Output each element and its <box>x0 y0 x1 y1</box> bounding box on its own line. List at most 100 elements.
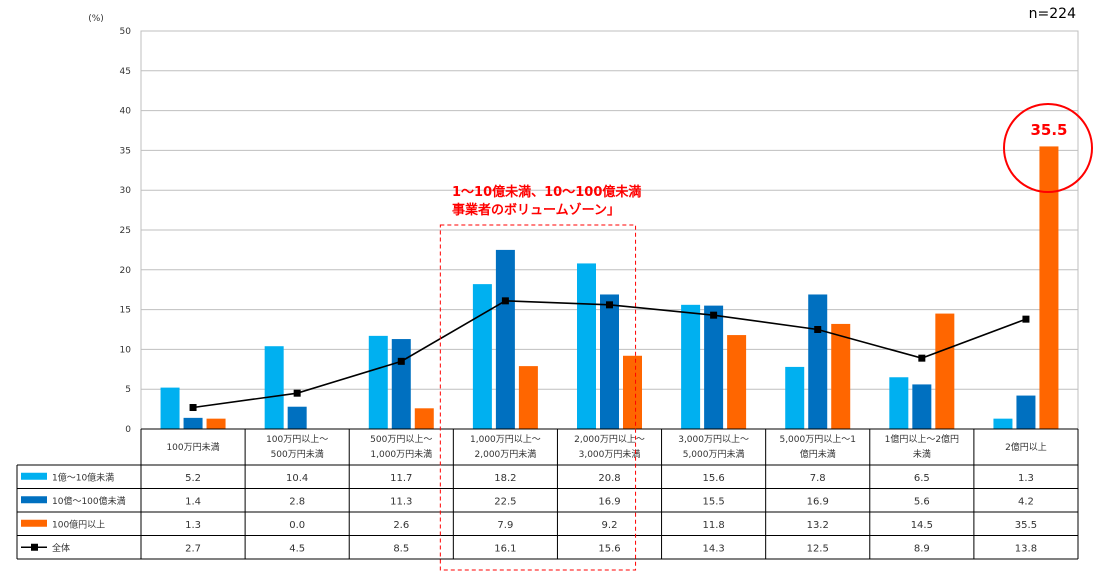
line-point <box>814 326 822 333</box>
x-tick-label: 1,000万円以上～ <box>470 434 541 445</box>
table-cell-value: 13.8 <box>1015 543 1037 554</box>
table-cell-value: 9.2 <box>602 520 618 531</box>
table-cell-value: 7.8 <box>810 473 826 484</box>
bar <box>889 377 909 429</box>
table-cell-value: 2.7 <box>185 543 201 554</box>
table-cell-value: 6.5 <box>914 473 930 484</box>
table-cell-value: 16.1 <box>494 543 516 554</box>
x-tick-label: 1,000万円未満 <box>370 448 432 460</box>
x-tick-label: 500万円以上～ <box>370 434 432 445</box>
legend-marker <box>31 543 38 551</box>
table-cell-value: 35.5 <box>1015 520 1037 531</box>
x-tick-label: 100万円未満 <box>166 441 219 453</box>
table-cell-value: 2.6 <box>393 520 409 531</box>
bar <box>785 366 805 429</box>
volume-zone-callout: 事業者のボリュームゾーン」 <box>452 202 620 218</box>
bar <box>518 366 538 429</box>
table-cell-value: 5.6 <box>914 496 930 507</box>
data-table: 100万円未満 100万円以上～ 500万円未満 500万円以上～ 1,000万円未満 1… <box>16 428 1079 560</box>
table-cell-value: 2.8 <box>289 496 305 507</box>
x-tick-label: 1億円以上～2億円 <box>885 433 959 445</box>
x-tick-label: 3,000万円以上～ <box>678 434 749 445</box>
bar <box>831 323 851 429</box>
line-point <box>189 404 197 412</box>
line-point <box>1022 315 1030 323</box>
bar <box>495 249 515 429</box>
table-cell-value: 18.2 <box>494 473 516 484</box>
line-point <box>918 354 926 362</box>
table-cell-value: 8.5 <box>393 543 409 554</box>
bar <box>391 339 411 429</box>
table-cell-value: 12.5 <box>807 543 829 554</box>
bar <box>287 406 307 429</box>
table-cell-value: 1.4 <box>185 496 201 507</box>
bar <box>160 387 180 429</box>
bar <box>472 284 492 429</box>
bar <box>600 294 619 429</box>
x-tick-label: 5,000万円以上～1 <box>779 434 856 445</box>
line-series-overall <box>189 297 1030 412</box>
bar <box>727 335 747 429</box>
table-cell-value: 10.4 <box>286 473 308 484</box>
y-tick-label: 20 <box>120 266 132 276</box>
x-tick-label: 2,000万円未満 <box>475 448 537 460</box>
y-tick-label: 40 <box>120 107 132 117</box>
bar <box>704 305 724 429</box>
table-cell-value: 1.3 <box>185 520 201 531</box>
y-tick-label: 50 <box>120 27 132 37</box>
y-tick-label: 25 <box>120 226 131 236</box>
table-cell-value: 14.5 <box>911 520 933 531</box>
table-cell-value: 20.8 <box>598 473 620 484</box>
legend-entry: 10億～100億未満 <box>52 495 126 507</box>
table-cell-value: 0.0 <box>289 520 305 531</box>
table-cell-value: 8.9 <box>914 543 930 554</box>
x-tick-label: 3,000万円未満 <box>579 448 641 460</box>
legend-swatch <box>21 519 47 527</box>
y-tick-label: 5 <box>125 385 131 395</box>
bar <box>935 313 955 429</box>
table-cell-value: 15.6 <box>598 543 620 554</box>
table-cell-value: 15.6 <box>702 473 724 484</box>
bar <box>808 294 828 429</box>
volume-zone-box <box>439 224 637 571</box>
table-cell-value: 7.9 <box>497 520 513 531</box>
y-tick-label: 35 <box>120 146 131 156</box>
bar <box>623 355 642 429</box>
line-point <box>397 357 405 365</box>
legend-entry: 100億円以上 <box>52 518 105 530</box>
bar <box>368 335 388 429</box>
bar <box>264 346 284 429</box>
bar <box>993 418 1013 429</box>
bar <box>1039 146 1059 430</box>
table-cell-value: 16.9 <box>807 496 829 507</box>
y-tick-label: 30 <box>120 186 132 196</box>
bar <box>577 263 596 429</box>
table-cell-value: 16.9 <box>598 496 620 507</box>
sample-size: n=224 <box>1029 6 1076 22</box>
legend-swatch <box>21 496 47 504</box>
x-tick-label: 100万円以上～ <box>266 434 328 445</box>
y-tick-label: 15 <box>120 306 131 316</box>
y-tick-label: 0 <box>125 425 131 435</box>
table-cell-value: 5.2 <box>185 473 201 484</box>
bar <box>912 384 932 429</box>
line-point <box>710 311 718 319</box>
volume-zone-callout: 1～10億未満、10～100億未満 <box>452 184 641 200</box>
table-cell-value: 1.3 <box>1018 473 1034 484</box>
bar <box>183 417 203 429</box>
table-cell-value: 4.2 <box>1018 496 1034 507</box>
table-cell-value: 14.3 <box>702 543 724 554</box>
table-cell-value: 13.2 <box>807 520 829 531</box>
x-tick-label: 2,000万円以上～ <box>574 434 645 445</box>
legend-entry: 全体 <box>52 542 70 554</box>
x-tick-label: 500万円未満 <box>271 448 324 460</box>
line-point <box>606 301 613 309</box>
highlight-value: 35.5 <box>1030 121 1067 139</box>
y-axis-ticks: 0 5 10 15 20 25 30 35 40 45 50 <box>120 27 132 435</box>
legend-swatch <box>21 472 47 480</box>
bar-marks <box>160 146 1059 430</box>
bar <box>681 304 701 429</box>
table-cell-value: 11.3 <box>390 496 412 507</box>
